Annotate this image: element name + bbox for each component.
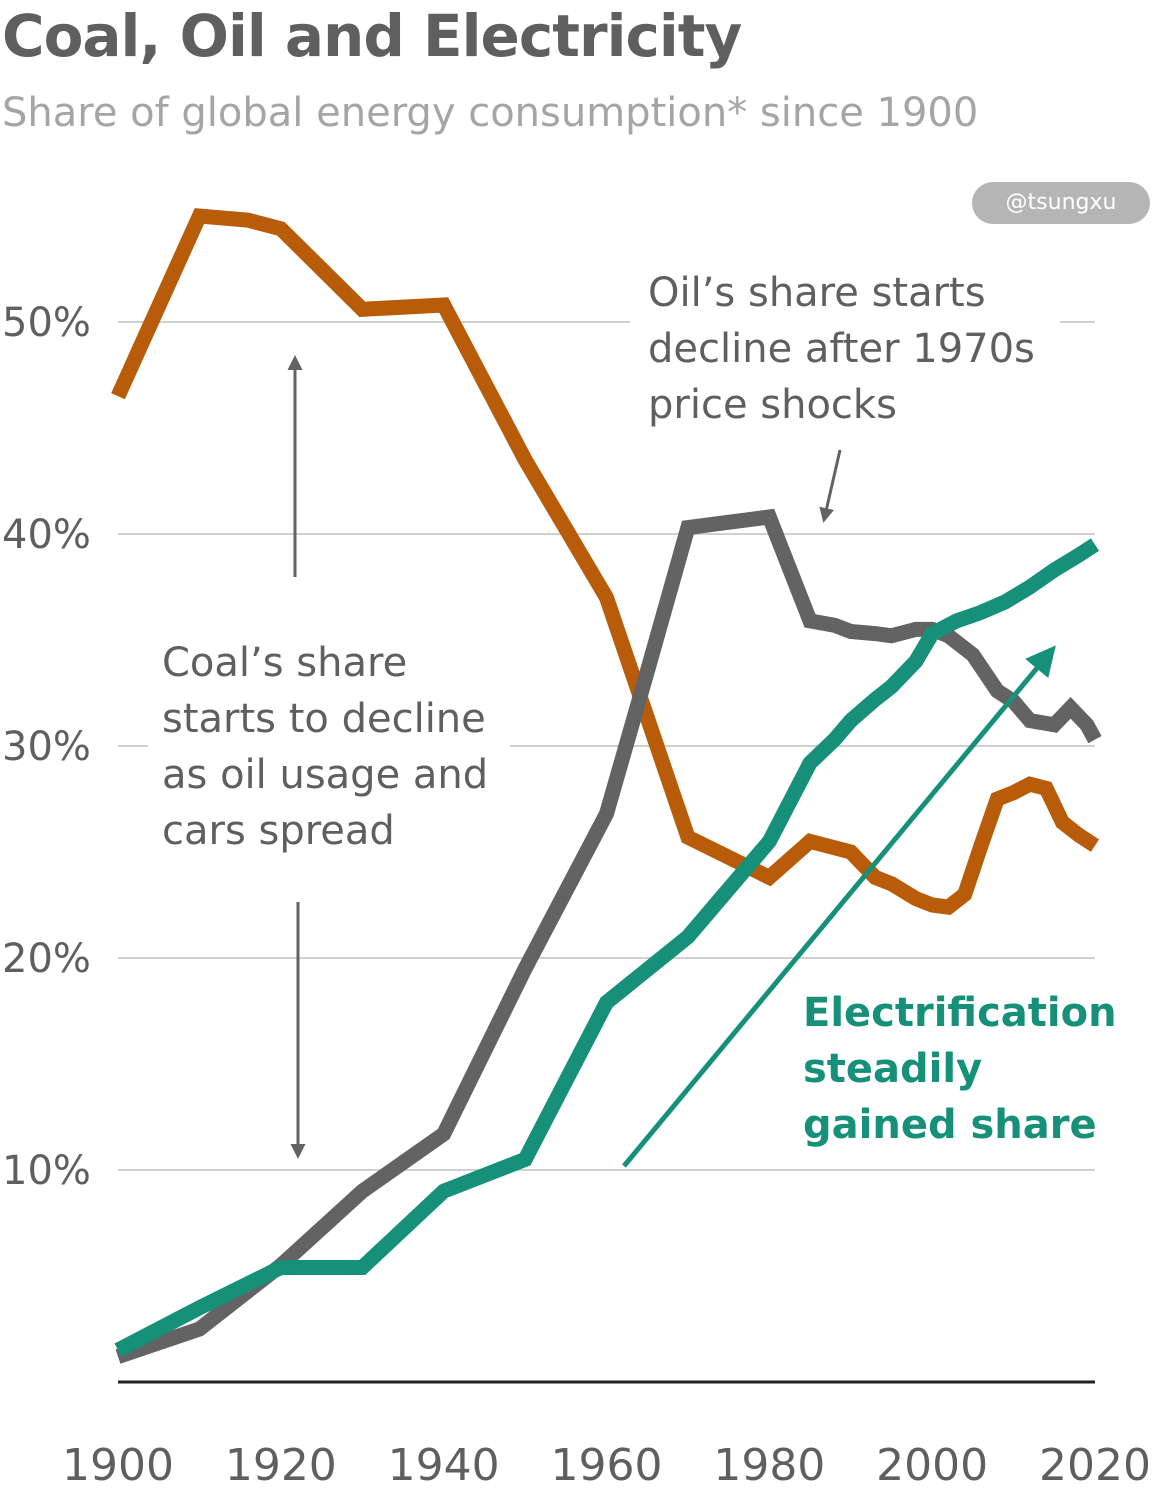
x-tick-label: 1900 [62,1440,174,1491]
svg-text:Oil’s share starts decli: Oil’s share starts decline after 1970s p… [648,270,1048,428]
author-watermark: @tsungxu [972,182,1150,224]
y-tick-label: 40% [2,512,91,558]
y-tick-label: 50% [2,300,91,346]
oil-note-line-1: Oil’s share starts [648,270,986,316]
oil-annotation-backdrop [630,262,1060,430]
x-tick-label: 2020 [1039,1440,1151,1491]
chart-title: Coal, Oil and Electricity [2,2,742,70]
gridlines [118,321,1095,1171]
y-tick-label: 10% [2,1148,91,1194]
coal-note-line-2: starts to decline [162,696,486,742]
coal-series-line [111,208,1100,915]
svg-text:Electrification steadily: Electrification steadily gained share [803,990,1131,1148]
coal-note-line-3: as oil usage and [162,752,488,798]
svg-text:Coal’s share starts to d: Coal’s share starts to decline as oil us… [162,640,501,854]
y-tick-label: 30% [2,724,91,770]
electric-note-line-2: steadily [803,1046,982,1092]
electricity-series-line [114,538,1100,1357]
coal-note-line-1: Coal’s share [162,640,407,686]
electric-note-line-3: gained share [803,1102,1097,1148]
electric-note-line-1: Electrification [803,990,1117,1036]
x-tick-label: 1920 [225,1440,337,1491]
oil-annotation: Oil’s share starts decline after 1970s p… [630,262,1060,523]
oil-series-line [115,508,1102,1364]
coal-annotation-backdrop [148,632,510,858]
oil-annotation-arrow [819,449,842,523]
oil-note-line-2: decline after 1970s [648,326,1035,372]
coal-annotation: Coal’s share starts to decline as oil us… [148,355,510,1159]
electric-annotation: Electrification steadily gained share [622,645,1131,1168]
chart-subtitle: Share of global energy consumption* sinc… [2,90,979,136]
y-tick-label: 20% [2,936,91,982]
oil-note-line-3: price shocks [648,382,897,428]
x-tick-label: 2000 [876,1440,988,1491]
x-axis-labels: 1900 1920 1940 1960 1980 2000 2020 [62,1440,1151,1491]
data-series [111,208,1102,1364]
electric-annotation-arrow [622,645,1056,1168]
y-axis-labels: 10% 20% 30% 40% 50% [2,300,91,1194]
x-tick-label: 1980 [713,1440,825,1491]
x-tick-label: 1960 [551,1440,663,1491]
x-tick-label: 1940 [388,1440,500,1491]
coal-note-line-4: cars spread [162,808,395,854]
